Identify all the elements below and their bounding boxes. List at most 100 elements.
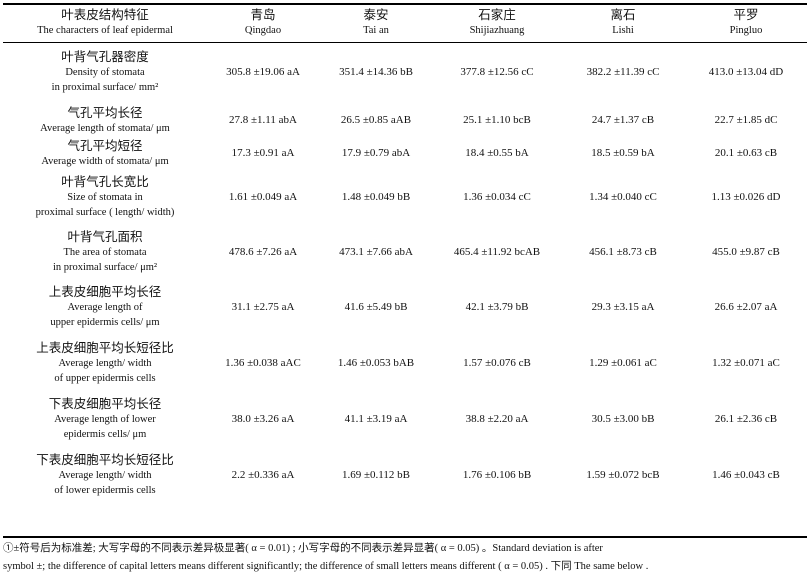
value-cell: 1.36 ±0.034 cC (463, 191, 531, 203)
header-feature-en: The characters of leaf epidermal (37, 24, 173, 36)
value-cell: 1.34 ±0.040 cC (589, 191, 657, 203)
value-cell: 465.4 ±11.92 bcAB (453, 246, 541, 258)
header-site-pingluo: 平罗 Pingluo (685, 3, 807, 41)
row-feature-zh: 叶背气孔面积 (67, 229, 143, 244)
row-feature-en: The area of stomata (63, 247, 147, 258)
value-cell: 27.8 ±1.11 abA (229, 114, 297, 126)
footnote-line-2: symbol ±; the difference of capital lett… (3, 561, 649, 572)
row-feature-en: in proximal surface/ mm² (51, 82, 159, 93)
value-cell: 1.76 ±0.106 bB (462, 469, 532, 481)
value-cell: 413.0 ±13.04 dD (708, 66, 784, 78)
row-feature-zh: 下表皮细胞平均长短径比 (36, 452, 174, 467)
value-cell: 18.4 ±0.55 bA (465, 147, 529, 159)
value-cell: 456.1 ±8.73 cB (589, 246, 657, 258)
value-cell: 1.46 ±0.043 cB (712, 469, 780, 481)
row-feature-en: Density of stomata (65, 67, 145, 78)
value-cell: 38.0 ±3.26 aA (231, 413, 295, 425)
row-feature: 叶背气孔器密度 Density of stomata in proximal sur… (3, 41, 207, 103)
table-row: 下表皮细胞平均长短径比 Average length/ width of lower… (3, 447, 807, 503)
value-cell: 29.3 ±3.15 aA (591, 301, 655, 313)
site-en: Tai an (363, 24, 389, 36)
value-cell: 38.8 ±2.20 aA (465, 413, 529, 425)
value-cell: 22.7 ±1.85 dC (714, 114, 778, 126)
value-cell: 305.8 ±19.06 aA (226, 66, 300, 78)
site-zh: 泰安 (363, 6, 389, 22)
value-cell: 41.1 ±3.19 aA (344, 413, 408, 425)
header-site-lishi: 离石 Lishi (561, 3, 685, 41)
row-feature-en: of upper epidermis cells (54, 373, 156, 384)
table-row: 叶背气孔面积 The area of stomata in proximal sur… (3, 225, 807, 279)
row-feature-zh: 叶背气孔器密度 (61, 49, 149, 64)
value-cell: 26.1 ±2.36 cB (714, 413, 778, 425)
row-feature: 下表皮细胞平均长径 Average length of lower epidermi… (3, 391, 207, 447)
stomata-table: 叶表皮结构特征 The characters of leaf epidermal… (3, 3, 807, 503)
row-feature-en: Average length of (67, 302, 143, 313)
value-cell: 1.36 ±0.038 aAC (225, 357, 301, 369)
value-cell: 26.5 ±0.85 aAB (340, 114, 412, 126)
row-feature: 下表皮细胞平均长短径比 Average length/ width of lower… (3, 447, 207, 503)
value-cell: 377.8 ±12.56 cC (460, 66, 534, 78)
value-cell: 18.5 ±0.59 bA (591, 147, 655, 159)
top-rule (3, 3, 807, 5)
row-feature-en: Average width of stomata/ μm (41, 155, 169, 167)
table-row: 气孔平均长径 Average length of stomata/ μm 27.8 … (3, 103, 807, 137)
value-cell: 1.13 ±0.026 dD (711, 191, 781, 203)
table-row: 下表皮细胞平均长径 Average length of lower epidermi… (3, 391, 807, 447)
bottom-rule (3, 536, 807, 538)
row-feature-en: Average length of lower (54, 414, 156, 425)
row-feature-en: proximal surface ( length/ width) (35, 207, 175, 218)
row-feature-en: Size of stomata in (67, 192, 143, 203)
table-row: 上表皮细胞平均长短径比 Average length/ width of upper… (3, 335, 807, 391)
table-body: 叶背气孔器密度 Density of stomata in proximal sur… (3, 41, 807, 503)
value-cell: 2.2 ±0.336 aA (231, 469, 295, 481)
row-feature-en: upper epidermis cells/ μm (50, 317, 160, 328)
value-cell: 1.57 ±0.076 cB (463, 357, 531, 369)
value-cell: 1.61 ±0.049 aA (228, 191, 298, 203)
row-feature-zh: 气孔平均长径 (67, 104, 143, 120)
value-cell: 17.3 ±0.91 aA (231, 147, 295, 159)
row-feature: 气孔平均长径 Average length of stomata/ μm (3, 103, 207, 137)
table-header: 叶表皮结构特征 The characters of leaf epidermal… (3, 3, 807, 41)
site-zh: 离石 (610, 6, 636, 22)
header-site-taian: 泰安 Tai an (319, 3, 433, 41)
site-en: Shijiazhuang (469, 24, 525, 36)
row-feature-zh: 叶背气孔长宽比 (61, 174, 149, 189)
row-feature-zh: 上表皮细胞平均长短径比 (36, 340, 174, 355)
footnote-line-1: ①±符号后为标准差; 大写字母的不同表示差异极显著( α = 0.01) ; 小… (3, 543, 603, 554)
row-feature: 叶背气孔长宽比 Size of stomata in proximal surfac… (3, 169, 207, 225)
header-rule (3, 42, 807, 43)
site-zh: 青岛 (250, 6, 276, 22)
value-cell: 1.46 ±0.053 bAB (337, 357, 415, 369)
value-cell: 382.2 ±11.39 cC (586, 66, 660, 78)
header-site-shijiazhuang: 石家庄 Shijiazhuang (433, 3, 561, 41)
row-feature-en: epidermis cells/ μm (63, 429, 147, 440)
site-zh: 平罗 (733, 6, 759, 22)
value-cell: 1.48 ±0.049 bB (341, 191, 411, 203)
value-cell: 42.1 ±3.79 bB (465, 301, 529, 313)
site-en: Qingdao (244, 24, 282, 36)
value-cell: 25.1 ±1.10 bcB (463, 114, 531, 126)
table-footnote: ①±符号后为标准差; 大写字母的不同表示差异极显著( α = 0.01) ; 小… (3, 540, 807, 576)
value-cell: 351.4 ±14.36 bB (339, 66, 413, 78)
site-zh: 石家庄 (478, 6, 516, 22)
site-en: Pingluo (729, 24, 763, 36)
value-cell: 26.6 ±2.07 aA (714, 301, 778, 313)
value-cell: 1.29 ±0.061 aC (589, 357, 657, 369)
value-cell: 20.1 ±0.63 cB (714, 147, 778, 159)
value-cell: 1.59 ±0.072 bcB (586, 469, 660, 481)
value-cell: 30.5 ±3.00 bB (591, 413, 655, 425)
table-row: 叶背气孔长宽比 Size of stomata in proximal surfac… (3, 169, 807, 225)
table-row: 气孔平均短径 Average width of stomata/ μm 17.3 ±… (3, 137, 807, 169)
site-en: Lishi (612, 24, 634, 36)
row-feature-zh: 上表皮细胞平均长径 (48, 284, 162, 299)
row-feature-en: Average length/ width (58, 470, 152, 481)
row-feature-en: Average length/ width (58, 358, 152, 369)
value-cell: 17.9 ±0.79 abA (341, 147, 411, 159)
row-feature-en: Average length of stomata/ μm (40, 122, 170, 134)
row-feature: 上表皮细胞平均长短径比 Average length/ width of upper… (3, 335, 207, 391)
value-cell: 1.69 ±0.112 bB (342, 469, 410, 481)
row-feature-en: of lower epidermis cells (54, 485, 156, 496)
header-feature: 叶表皮结构特征 The characters of leaf epidermal (3, 3, 207, 41)
value-cell: 1.32 ±0.071 aC (712, 357, 780, 369)
row-feature: 叶背气孔面积 The area of stomata in proximal sur… (3, 225, 207, 279)
